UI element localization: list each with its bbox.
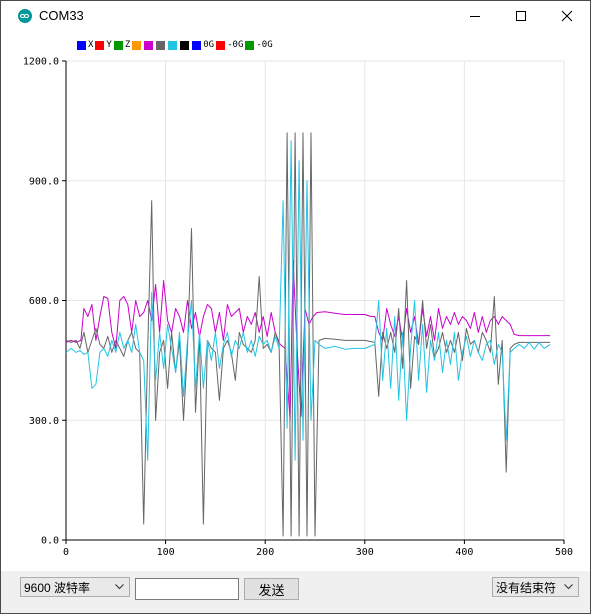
chevron-down-icon [115,584,124,590]
legend-label: X [88,40,94,50]
legend-item: X [77,40,94,50]
baud-rate-value: 9600 波特率 [24,580,91,595]
x-tick-label: 200 [256,547,274,558]
legend-item [132,40,143,50]
chevron-down-icon [564,584,573,590]
legend-swatch [192,40,202,50]
window-title: COM33 [39,8,84,23]
y-tick-label: 1200.0 [23,57,59,68]
x-tick-label: 500 [555,547,573,558]
legend-swatch [180,40,190,50]
legend-label: -0G [256,40,273,50]
line-ending-select[interactable]: 没有结束符 [492,577,579,597]
legend-item: Y [95,40,112,50]
series-line [65,132,551,537]
x-tick-label: 100 [157,547,175,558]
legend-item [180,40,191,50]
legend-swatch [245,40,255,50]
legend-item: -0G [216,40,244,50]
legend-swatch [168,40,178,50]
x-tick-label: 400 [455,547,473,558]
legend-label: Z [124,40,131,50]
legend-label: Y [106,40,112,50]
maximize-icon [516,11,526,21]
bottom-toolbar: 9600 波特率 发送 没有结束符 [1,571,590,613]
y-tick-label: 0.0 [41,536,59,547]
legend-item [144,40,155,50]
baud-rate-select[interactable]: 9600 波特率 [20,577,130,597]
send-button[interactable]: 发送 [244,578,299,600]
close-icon [561,10,573,22]
y-tick-label: 900.0 [29,176,59,187]
arduino-icon [18,9,32,23]
x-tick-label: 0 [63,547,69,558]
y-tick-label: 600.0 [29,296,59,307]
title-bar[interactable]: COM33 [1,1,590,31]
legend-item [168,40,179,50]
line-ending-value: 没有结束符 [496,580,557,595]
legend-item [156,40,167,50]
legend-item: Z [113,40,131,50]
legend-label: -0G [227,40,244,50]
serial-plot-chart: 0 100 200 300 400 500 0.0 300.0 600.0 900.0 1200.0 [23,57,573,559]
minimize-button[interactable] [452,1,498,31]
minimize-icon [470,16,480,17]
maximize-button[interactable] [498,1,544,31]
legend-swatch [132,40,142,50]
legend-swatch [95,40,105,50]
legend-swatch [77,40,86,50]
plot-area: 0 100 200 300 400 500 0.0 300.0 600.0 900.0 1200.0… [1,31,590,571]
x-tick-label: 300 [356,547,374,558]
legend-swatch [156,40,166,50]
legend-label: 0G [203,40,215,50]
legend-swatch [144,40,154,50]
series-line [65,140,551,461]
legend-swatch [113,40,123,50]
legend-item: -0G [245,40,273,50]
y-tick-label: 300.0 [29,416,59,427]
legend-swatch [216,40,226,50]
legend-item: 0G [192,40,215,50]
send-input[interactable] [135,578,239,600]
plot-legend: X Y Z 0G -0G -0G [77,39,275,51]
close-button[interactable] [544,1,590,31]
